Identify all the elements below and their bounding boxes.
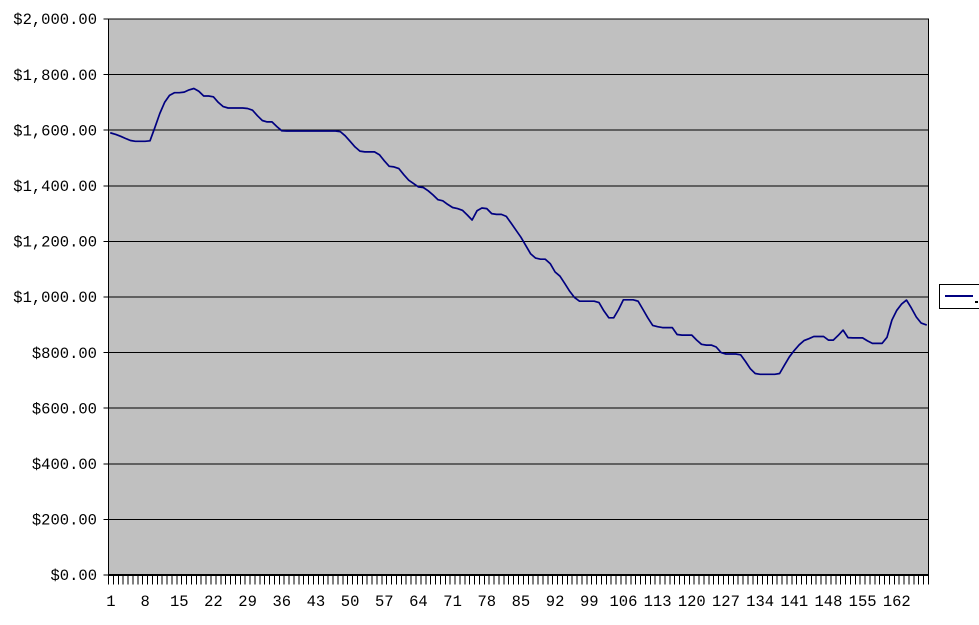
x-tick-label: 106 [609, 593, 637, 611]
x-tick-label: 85 [512, 593, 531, 611]
x-tick-label: 78 [477, 593, 496, 611]
x-tick-label: 1 [106, 593, 115, 611]
y-tick-label: $200.00 [32, 512, 97, 530]
x-tick-label: 92 [546, 593, 565, 611]
legend-series-marker-icon [945, 295, 978, 303]
x-tick-label: 43 [307, 593, 326, 611]
y-tick-label: $0.00 [50, 567, 97, 585]
y-tick-label: $1,200.00 [13, 234, 97, 252]
y-tick-label: $1,800.00 [13, 67, 97, 85]
x-tick-label: 127 [712, 593, 740, 611]
y-tick-label: $2,000.00 [13, 11, 97, 29]
y-tick-label: $1,600.00 [13, 122, 97, 140]
legend-box[interactable] [939, 284, 979, 309]
x-tick-label: 162 [883, 593, 911, 611]
y-tick-label: $600.00 [32, 400, 97, 418]
x-tick-label: 8 [140, 593, 149, 611]
y-tick-label: $1,000.00 [13, 289, 97, 307]
y-tick-label: $400.00 [32, 456, 97, 474]
x-tick-label: 155 [849, 593, 877, 611]
x-tick-label: 120 [678, 593, 706, 611]
y-tick-label: $800.00 [32, 345, 97, 363]
x-tick-label: 148 [814, 593, 842, 611]
x-tick-label: 36 [272, 593, 291, 611]
x-tick-label: 57 [375, 593, 394, 611]
x-tick-label: 134 [746, 593, 774, 611]
x-tick-label: 29 [238, 593, 257, 611]
x-tick-label: 141 [780, 593, 808, 611]
y-tick-label: $1,400.00 [13, 178, 97, 196]
x-tick-label: 71 [443, 593, 462, 611]
series-line[interactable] [110, 87, 927, 376]
legend-clipped-text-fragment [975, 301, 978, 303]
x-tick-label: 99 [580, 593, 599, 611]
x-tick-label: 15 [170, 593, 189, 611]
x-tick-label: 64 [409, 593, 428, 611]
x-tick-label: 113 [644, 593, 672, 611]
x-tick-label: 50 [341, 593, 360, 611]
x-tick-label: 22 [204, 593, 223, 611]
